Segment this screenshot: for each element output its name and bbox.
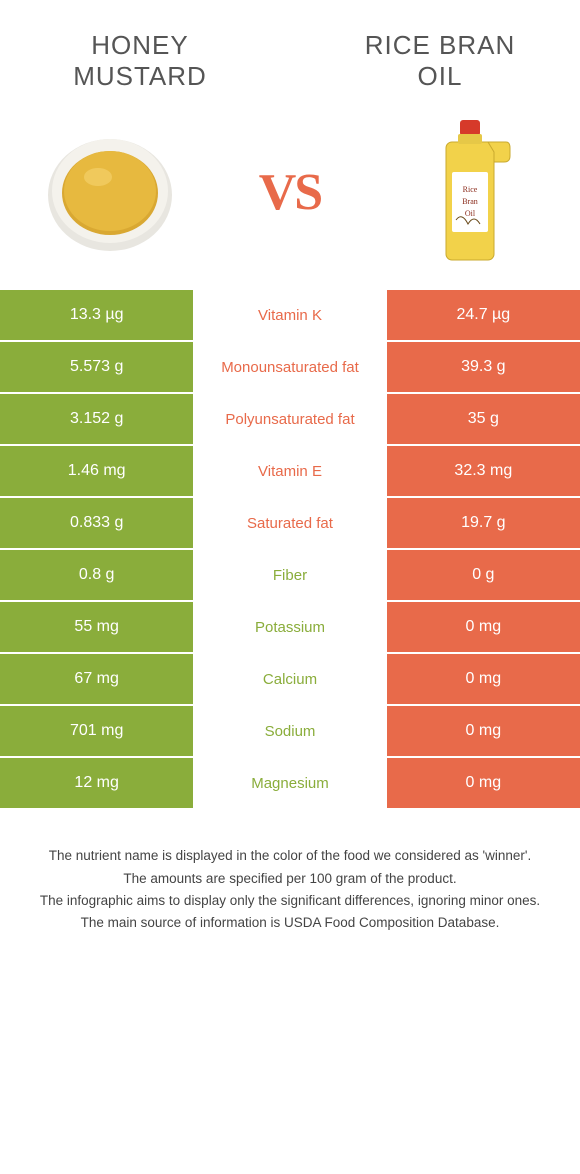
left-value: 55 mg — [0, 602, 193, 654]
nutrient-label: Potassium — [193, 602, 386, 654]
svg-text:Oil: Oil — [465, 209, 476, 218]
left-value: 0.8 g — [0, 550, 193, 602]
right-value: 0 mg — [387, 758, 580, 810]
table-row: 55 mgPotassium0 mg — [0, 602, 580, 654]
right-value: 32.3 mg — [387, 446, 580, 498]
left-value: 1.46 mg — [0, 446, 193, 498]
table-row: 13.3 µgVitamin K24.7 µg — [0, 290, 580, 342]
footer-line-4: The main source of information is USDA F… — [30, 913, 550, 933]
right-value: 0 mg — [387, 654, 580, 706]
nutrient-label: Sodium — [193, 706, 386, 758]
left-value: 5.573 g — [0, 342, 193, 394]
table-row: 701 mgSodium0 mg — [0, 706, 580, 758]
nutrient-label: Fiber — [193, 550, 386, 602]
nutrient-label: Polyunsaturated fat — [193, 394, 386, 446]
footer: The nutrient name is displayed in the co… — [0, 810, 580, 933]
right-value: 0 mg — [387, 602, 580, 654]
table-row: 0.833 gSaturated fat19.7 g — [0, 498, 580, 550]
left-value: 3.152 g — [0, 394, 193, 446]
right-value: 39.3 g — [387, 342, 580, 394]
left-food-title: HONEY MUSTARD — [40, 30, 240, 92]
vs-label: VS — [259, 163, 321, 222]
footer-line-3: The infographic aims to display only the… — [30, 891, 550, 911]
table-row: 0.8 gFiber0 g — [0, 550, 580, 602]
left-value: 12 mg — [0, 758, 193, 810]
right-value: 0 mg — [387, 706, 580, 758]
rice-bran-oil-icon: Rice Bran Oil — [390, 112, 550, 272]
header: HONEY MUSTARD RICE BRAN OIL — [0, 0, 580, 102]
left-value: 13.3 µg — [0, 290, 193, 342]
table-row: 5.573 gMonounsaturated fat39.3 g — [0, 342, 580, 394]
table-row: 67 mgCalcium0 mg — [0, 654, 580, 706]
svg-text:Rice: Rice — [463, 185, 478, 194]
left-value: 701 mg — [0, 706, 193, 758]
svg-text:Bran: Bran — [462, 197, 478, 206]
nutrient-label: Magnesium — [193, 758, 386, 810]
right-value: 0 g — [387, 550, 580, 602]
nutrient-label: Monounsaturated fat — [193, 342, 386, 394]
right-value: 24.7 µg — [387, 290, 580, 342]
table-row: 12 mgMagnesium0 mg — [0, 758, 580, 810]
right-value: 19.7 g — [387, 498, 580, 550]
left-value: 0.833 g — [0, 498, 193, 550]
images-row: VS Rice Bran Oil — [0, 102, 580, 290]
table-row: 3.152 gPolyunsaturated fat35 g — [0, 394, 580, 446]
footer-line-2: The amounts are specified per 100 gram o… — [30, 869, 550, 889]
comparison-table: 13.3 µgVitamin K24.7 µg5.573 gMonounsatu… — [0, 290, 580, 810]
nutrient-label: Saturated fat — [193, 498, 386, 550]
nutrient-label: Vitamin E — [193, 446, 386, 498]
right-food-title: RICE BRAN OIL — [340, 30, 540, 92]
right-value: 35 g — [387, 394, 580, 446]
comparison-table-body: 13.3 µgVitamin K24.7 µg5.573 gMonounsatu… — [0, 290, 580, 810]
nutrient-label: Calcium — [193, 654, 386, 706]
table-row: 1.46 mgVitamin E32.3 mg — [0, 446, 580, 498]
honey-mustard-icon — [30, 112, 190, 272]
footer-line-1: The nutrient name is displayed in the co… — [30, 846, 550, 866]
left-value: 67 mg — [0, 654, 193, 706]
nutrient-label: Vitamin K — [193, 290, 386, 342]
